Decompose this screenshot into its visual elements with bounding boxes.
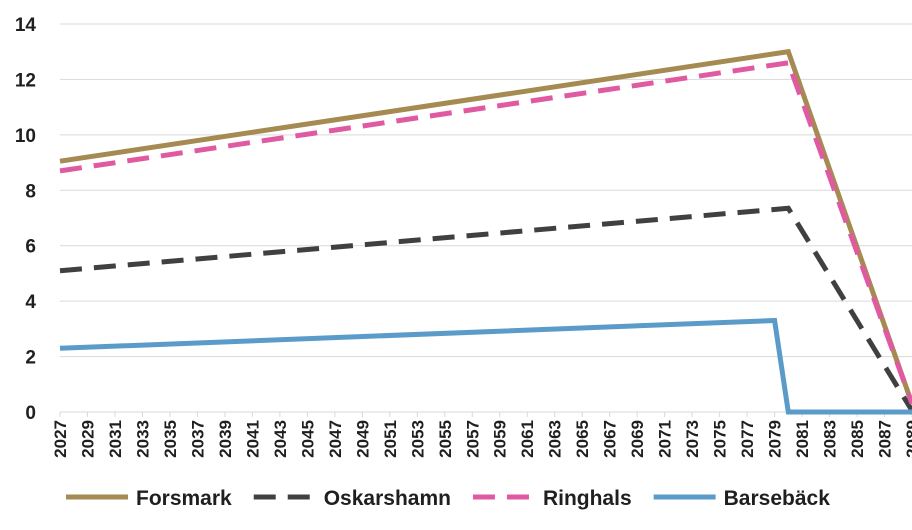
y-tick-label: 14 [15, 15, 37, 36]
x-tick-label: 2067 [601, 420, 620, 458]
legend-label: Forsmark [136, 487, 232, 510]
x-tick-label: 2089 [903, 420, 912, 458]
legend-label: Ringhals [543, 487, 632, 510]
x-tick-label: 2045 [298, 420, 317, 458]
x-tick-label: 2055 [436, 420, 455, 458]
x-tick-label: 2031 [106, 420, 125, 458]
x-tick-label: 2053 [408, 420, 427, 458]
gridlines [60, 23, 912, 358]
series-line-forsmark [59, 48, 912, 405]
x-axis: 2027 2029 2031 2033 2035 2037 2039 2041 2043 2045… [51, 411, 912, 458]
x-tick-label: 2041 [243, 420, 262, 458]
x-tick-label: 2077 [738, 420, 757, 458]
y-tick-label: 12 [15, 70, 36, 91]
x-tick-label: 2069 [628, 420, 647, 458]
legend: Forsmark Oskarshamn Ringhals Barsebäck [66, 487, 830, 510]
y-tick-label: 6 [25, 237, 36, 258]
x-tick-label: 2081 [793, 420, 812, 458]
x-tick-label: 2051 [381, 420, 400, 458]
x-tick-label: 2049 [353, 420, 372, 458]
x-tick-label: 2047 [326, 420, 345, 458]
x-tick-label: 2073 [683, 420, 702, 458]
x-tick-label: 2085 [848, 420, 867, 458]
x-tick-label: 2075 [711, 420, 730, 458]
y-tick-label: 2 [25, 348, 36, 369]
y-axis: 0 2 4 6 8 10 12 14 [15, 15, 37, 424]
x-tick-label: 2039 [216, 420, 235, 458]
x-tick-label: 2027 [51, 420, 70, 458]
y-tick-label: 0 [25, 403, 36, 424]
x-tick-label: 2087 [876, 420, 895, 458]
legend-label: Barsebäck [724, 487, 831, 510]
x-tick-label: 2035 [161, 420, 180, 458]
x-tick-label: 2057 [463, 420, 482, 458]
series-line-oskarshamn [59, 205, 912, 412]
y-tick-label: 4 [25, 292, 36, 313]
series-lines [59, 48, 912, 415]
x-tick-label: 2065 [573, 420, 592, 458]
x-tick-label: 2061 [518, 420, 537, 458]
x-tick-label: 2043 [271, 420, 290, 458]
y-tick-label: 8 [25, 181, 36, 202]
y-tick-label: 10 [15, 126, 36, 147]
x-tick-label: 2037 [188, 420, 207, 458]
x-tick-label: 2033 [133, 420, 152, 458]
x-tick-label: 2029 [78, 420, 97, 458]
legend-label: Oskarshamn [324, 487, 451, 510]
x-tick-label: 2079 [766, 420, 785, 458]
x-tick-label: 2063 [546, 420, 565, 458]
x-tick-label: 2071 [656, 420, 675, 458]
x-tick-label: 2083 [821, 420, 840, 458]
series-line-ringhals [59, 60, 912, 405]
x-tick-label: 2059 [491, 420, 510, 458]
series-line-barsebck [59, 317, 912, 415]
